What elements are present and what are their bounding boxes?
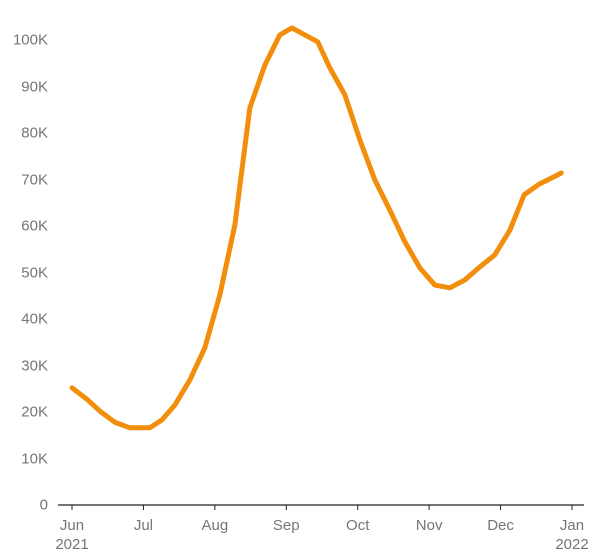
y-tick-label: 40K [21, 310, 48, 328]
y-tick-label: 100K [12, 31, 48, 49]
y-tick-label: 50K [21, 264, 48, 281]
y-tick-label: 70K [21, 171, 48, 188]
x-tick-label: Dec [487, 517, 514, 534]
y-tick-label: 30K [21, 357, 48, 374]
y-tick-label: 90K [21, 78, 48, 95]
y-tick-label: 10K [21, 450, 48, 467]
x-tick-label: Jun 2021 [55, 517, 89, 553]
y-tick-label: 60K [21, 217, 48, 235]
y-tick-label: 0 [39, 496, 48, 514]
x-tick-label: Jul [133, 517, 154, 534]
x-tick-label: Nov [415, 517, 443, 534]
y-tick-label: 80K [21, 124, 48, 142]
x-tick-label: Oct [346, 517, 370, 534]
x-tick-label: Jan 2022 [555, 517, 589, 553]
x-tick-label: Sep [272, 517, 300, 534]
line [69, 25, 564, 431]
y-tick-label: 20K [21, 403, 48, 421]
x-tick-label: Aug [201, 517, 229, 534]
